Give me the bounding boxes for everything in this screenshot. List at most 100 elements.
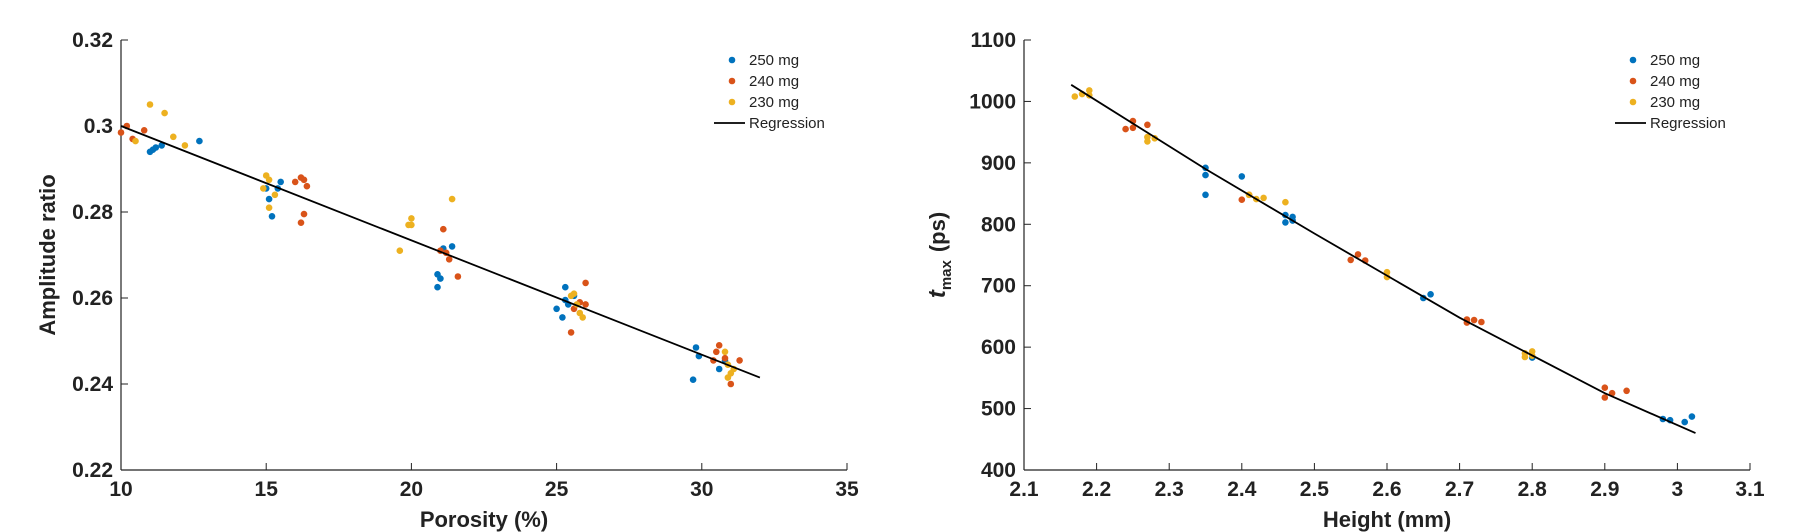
x-tick-label: 2.2	[1082, 478, 1111, 501]
x-tick-label: 2.9	[1590, 478, 1619, 501]
data-point-240-mg	[727, 380, 735, 388]
data-point-240-mg	[1601, 394, 1609, 401]
data-point-240-mg	[454, 273, 462, 280]
data-point-250-mg	[434, 283, 441, 291]
data-point-240-mg	[1122, 125, 1129, 133]
x-tick-label: 2.4	[1227, 478, 1257, 501]
x-tick-label: 2.7	[1445, 478, 1474, 501]
legend-label: 240 mg	[1650, 73, 1700, 90]
data-point-250-mg	[277, 178, 285, 186]
data-point-230-mg	[448, 195, 456, 203]
data-point-240-mg	[1601, 384, 1609, 392]
data-point-230-mg	[396, 247, 404, 254]
data-point-230-mg	[1282, 198, 1289, 206]
data-point-240-mg	[1129, 124, 1137, 132]
data-point-230-mg	[181, 142, 189, 149]
data-point-240-mg	[1347, 256, 1354, 264]
y-tick-label: 0.26	[72, 287, 113, 310]
data-point-230-mg	[579, 314, 586, 321]
data-point-240-mg	[582, 301, 589, 308]
x-tick-label: 2.6	[1372, 478, 1401, 501]
data-point-240-mg	[297, 219, 305, 226]
data-point-230-mg	[260, 185, 267, 192]
x-tick-label: 15	[255, 478, 279, 501]
y-tick-label: 600	[981, 336, 1016, 359]
legend-label: Regression	[1650, 115, 1726, 132]
data-point-230-mg	[146, 101, 154, 108]
data-point-250-mg	[196, 137, 203, 145]
data-point-230-mg	[1086, 87, 1093, 94]
data-point-250-mg	[1282, 219, 1289, 226]
data-point-240-mg	[736, 357, 743, 364]
legend-marker	[1629, 56, 1637, 64]
x-axis-label: Porosity (%)	[420, 507, 548, 532]
y-tick-label: 400	[981, 459, 1016, 482]
chart-height-tmax: 2.1 2.2 2.3 2.4 2.5 2.6 2.7 2.8 2.9 3 3.1 400 500 600…	[924, 29, 1765, 532]
legend-label: 250 mg	[749, 52, 799, 69]
data-point-250-mg	[559, 314, 566, 321]
legend-marker	[728, 77, 736, 85]
data-point-250-mg	[265, 195, 273, 203]
legend-marker	[728, 56, 736, 64]
data-point-230-mg	[265, 176, 273, 184]
data-point-230-mg	[408, 215, 415, 222]
data-point-250-mg	[1202, 191, 1209, 199]
x-tick-label: 2.3	[1155, 478, 1184, 501]
y-tick-label: 0.24	[72, 373, 113, 396]
data-point-250-mg	[152, 144, 160, 151]
x-tick-label: 3.1	[1735, 478, 1765, 501]
data-point-250-mg	[1681, 418, 1688, 426]
data-point-250-mg	[562, 283, 569, 291]
x-tick-label: 10	[109, 478, 132, 501]
regression-line	[120, 125, 761, 379]
data-point-230-mg	[570, 290, 578, 298]
data-point-240-mg	[713, 348, 720, 356]
legend-marker	[1629, 98, 1637, 106]
y-axis-label: Amplitude ratio	[35, 174, 60, 335]
y-axis-label-symbol: t	[924, 289, 951, 298]
data-point-240-mg	[440, 225, 447, 233]
legend-marker	[1629, 77, 1637, 85]
data-point-230-mg	[1260, 194, 1267, 202]
y-tick-label: 1100	[970, 29, 1016, 52]
data-point-250-mg	[1202, 171, 1209, 179]
legend-marker	[728, 98, 736, 106]
data-point-240-mg	[117, 129, 125, 136]
regression-line	[1070, 84, 1696, 434]
data-point-240-mg	[721, 354, 729, 362]
data-point-230-mg	[265, 204, 273, 211]
data-point-230-mg	[1521, 353, 1529, 361]
data-point-240-mg	[1354, 251, 1362, 258]
x-tick-label: 20	[400, 478, 423, 501]
y-tick-label: 700	[981, 275, 1016, 298]
y-tick-label: 0.3	[84, 115, 113, 138]
data-point-230-mg	[408, 221, 415, 229]
data-point-240-mg	[1238, 196, 1246, 203]
x-tick-label: 2.5	[1300, 478, 1330, 501]
data-point-230-mg	[132, 137, 139, 145]
x-tick-label: 3	[1672, 478, 1684, 501]
data-point-250-mg	[692, 344, 700, 351]
data-point-240-mg	[300, 210, 308, 218]
data-point-250-mg	[158, 142, 165, 149]
legend-label: 250 mg	[1650, 52, 1700, 69]
y-axis-label-unit: (ps)	[925, 212, 950, 252]
x-tick-label: 30	[690, 478, 713, 501]
x-tick-label: 25	[545, 478, 569, 501]
data-point-240-mg	[300, 176, 308, 184]
data-point-240-mg	[140, 127, 148, 134]
data-point-240-mg	[1623, 387, 1630, 395]
data-point-240-mg	[291, 178, 299, 186]
data-point-230-mg	[724, 374, 732, 381]
data-point-250-mg	[1688, 413, 1696, 420]
y-tick-label: 0.32	[72, 29, 113, 52]
data-point-240-mg	[582, 279, 589, 287]
y-tick-label: 900	[981, 152, 1016, 175]
y-tick-label: 800	[981, 213, 1016, 236]
y-tick-label: 500	[981, 398, 1016, 421]
data-point-240-mg	[445, 255, 453, 263]
y-tick-label: 0.22	[72, 459, 113, 482]
data-point-250-mg	[448, 243, 456, 250]
data-point-250-mg	[1238, 173, 1246, 180]
data-point-240-mg	[567, 329, 575, 336]
